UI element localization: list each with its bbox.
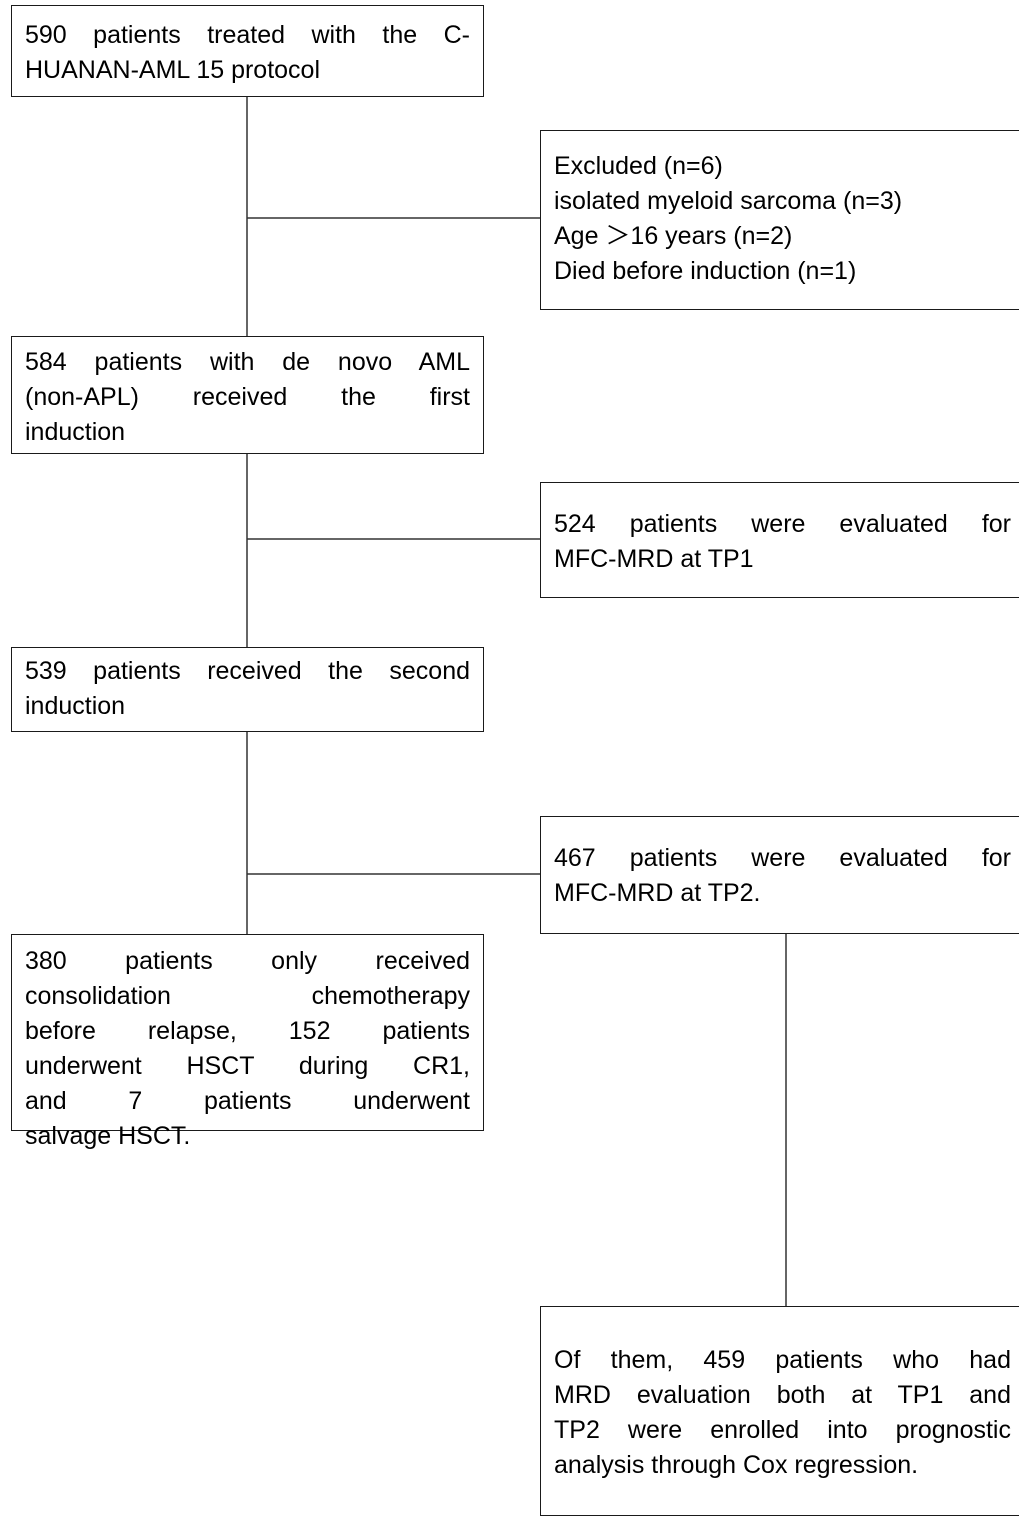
node-excluded-line-2: isolated myeloid sarcoma (n=3) [554,187,903,215]
node-first-induction-line-3: induction [25,418,126,446]
node-second-induction-line-1: 539 patients received the second [25,657,470,685]
node-excluded-line-1: Excluded (n=6) [554,152,723,180]
node-second-induction-line-2: induction [25,692,126,720]
node-first-induction-line-2: (non-APL) received the first [25,383,470,411]
node-excluded-line-3: Age ＞16 years (n=2) [554,222,793,250]
node-first-induction-line-1: 584 patients with de novo AML [25,348,470,376]
node-excluded-line-4: Died before induction (n=1) [554,257,857,285]
node-prognostic-line-3: TP2 were enrolled into prognostic [554,1416,1011,1444]
node-protocol-patients: 590 patients treated with the C- HUANAN-… [11,5,484,97]
node-consolidation-line-1: 380 patients only received [25,947,470,975]
node-mrd-tp2: 467 patients were evaluated for MFC-MRD … [540,816,1019,934]
node-consolidation-line-3: before relapse, 152 patients [25,1017,470,1045]
node-consolidation-hsct: 380 patients only received consolidation… [11,934,484,1150]
node-first-induction: 584 patients with de novo AML (non-APL) … [11,336,484,454]
node-mrd-tp2-line-1: 467 patients were evaluated for [554,844,1011,872]
node-second-induction: 539 patients received the second inducti… [11,647,484,732]
node-prognostic-analysis: Of them, 459 patients who had MRD evalua… [540,1306,1019,1516]
node-prognostic-line-2: MRD evaluation both at TP1 and [554,1381,1011,1409]
node-excluded: Excluded (n=6) isolated myeloid sarcoma … [540,130,1019,310]
node-consolidation-line-2: consolidation chemotherapy [25,982,470,1010]
node-consolidation-line-5: and 7 patients underwent [25,1087,470,1115]
node-consolidation-line-6: salvage HSCT. [25,1122,191,1150]
node-consolidation-line-4: underwent HSCT during CR1, [25,1052,470,1080]
node-prognostic-line-1: Of them, 459 patients who had [554,1346,1011,1374]
node-mrd-tp2-line-2: MFC-MRD at TP2. [554,879,761,907]
node-mrd-tp1-line-2: MFC-MRD at TP1 [554,545,754,573]
node-mrd-tp1-line-1: 524 patients were evaluated for [554,510,1011,538]
node-protocol-line-1: 590 patients treated with the C- [25,21,470,49]
node-prognostic-line-4: analysis through Cox regression. [554,1451,919,1479]
node-mrd-tp1: 524 patients were evaluated for MFC-MRD … [540,482,1019,598]
node-protocol-line-2: HUANAN-AML 15 protocol [25,56,321,84]
